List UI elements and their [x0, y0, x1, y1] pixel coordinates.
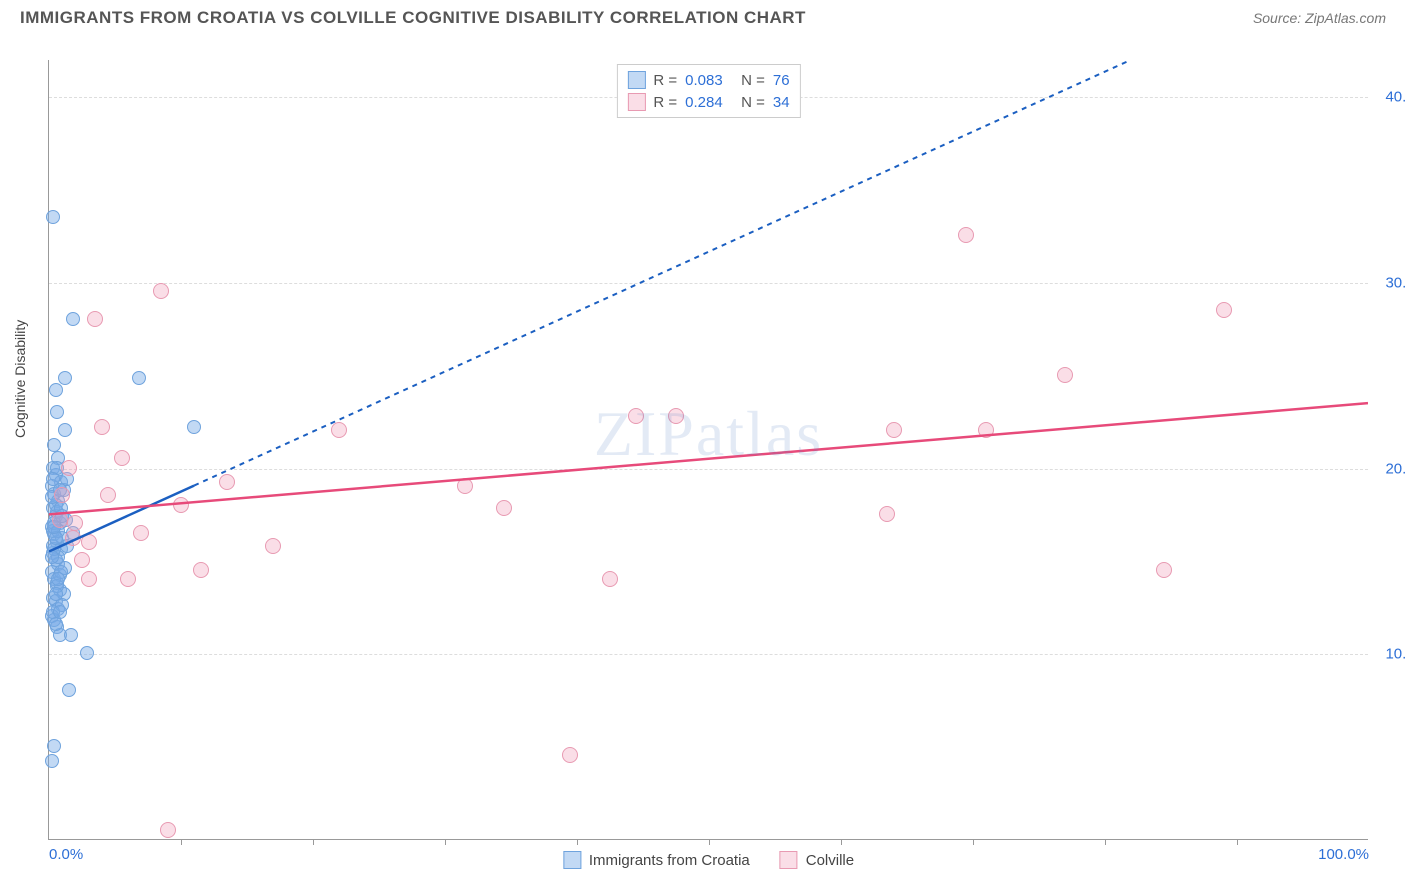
chart-title: IMMIGRANTS FROM CROATIA VS COLVILLE COGN… [20, 8, 806, 28]
data-point-croatia [187, 420, 201, 434]
data-point-colville [133, 525, 149, 541]
data-point-colville [100, 487, 116, 503]
plot-area: ZIPatlas R =0.083N =76R =0.284N =34 Immi… [48, 60, 1368, 840]
data-point-croatia [47, 739, 61, 753]
data-point-colville [265, 538, 281, 554]
data-point-colville [160, 822, 176, 838]
gridline [49, 469, 1368, 470]
data-point-colville [74, 552, 90, 568]
x-tick-mark [841, 839, 842, 845]
data-point-colville [602, 571, 618, 587]
data-point-croatia [49, 587, 63, 601]
x-tick-mark [181, 839, 182, 845]
trend-lines-svg [49, 60, 1368, 839]
data-point-croatia [51, 572, 65, 586]
data-point-colville [628, 408, 644, 424]
data-point-colville [81, 571, 97, 587]
watermark: ZIPatlas [594, 397, 823, 471]
data-point-colville [958, 227, 974, 243]
x-tick-mark [577, 839, 578, 845]
data-point-colville [886, 422, 902, 438]
data-point-colville [120, 571, 136, 587]
data-point-colville [114, 450, 130, 466]
data-point-colville [1057, 367, 1073, 383]
header-bar: IMMIGRANTS FROM CROATIA VS COLVILLE COGN… [0, 0, 1406, 32]
data-point-croatia [58, 423, 72, 437]
legend-swatch [627, 93, 645, 111]
legend-stats-row: R = 0.083 N = 76 [627, 69, 789, 91]
data-point-colville [1216, 302, 1232, 318]
legend-swatch [627, 71, 645, 89]
legend-series-label: Immigrants from Croatia [589, 852, 750, 869]
data-point-croatia [64, 628, 78, 642]
data-point-colville [219, 474, 235, 490]
legend-swatch [780, 851, 798, 869]
y-tick-label: 20.0% [1373, 460, 1406, 477]
chart-container: Cognitive Disability ZIPatlas R = 0.083 N … [0, 38, 1406, 892]
legend-swatch [563, 851, 581, 869]
data-point-colville [193, 562, 209, 578]
x-tick-mark [445, 839, 446, 845]
n-label: N = [741, 94, 765, 111]
legend-series-item: Immigrants from Croatia [563, 851, 750, 869]
x-tick-mark [709, 839, 710, 845]
data-point-croatia [46, 210, 60, 224]
x-tick-mark [973, 839, 974, 845]
data-point-croatia [62, 683, 76, 697]
data-point-colville [562, 747, 578, 763]
data-point-croatia [53, 605, 67, 619]
data-point-croatia [66, 312, 80, 326]
data-point-colville [65, 530, 81, 546]
data-point-colville [496, 500, 512, 516]
data-point-colville [67, 515, 83, 531]
data-point-colville [331, 422, 347, 438]
data-point-croatia [47, 438, 61, 452]
legend-series-item: Colville [780, 851, 854, 869]
data-point-colville [153, 283, 169, 299]
data-point-colville [173, 497, 189, 513]
y-tick-label: 40.0% [1373, 89, 1406, 106]
x-tick-mark [1237, 839, 1238, 845]
r-value: 0.083 [685, 72, 733, 89]
gridline [49, 654, 1368, 655]
n-value: 34 [773, 94, 790, 111]
r-label: R = [653, 94, 677, 111]
data-point-colville [52, 512, 68, 528]
y-axis-label: Cognitive Disability [12, 320, 28, 438]
y-tick-label: 10.0% [1373, 646, 1406, 663]
data-point-colville [54, 487, 70, 503]
legend-stats: R = 0.083 N = 76 R = 0.284 N = 34 [616, 64, 800, 118]
data-point-colville [457, 478, 473, 494]
data-point-colville [1156, 562, 1172, 578]
legend-series-label: Colville [806, 852, 854, 869]
data-point-croatia [50, 405, 64, 419]
data-point-colville [81, 534, 97, 550]
source-label: Source: ZipAtlas.com [1253, 10, 1386, 26]
data-point-croatia [45, 754, 59, 768]
r-value: 0.284 [685, 94, 733, 111]
data-point-colville [87, 311, 103, 327]
gridline [49, 283, 1368, 284]
data-point-croatia [80, 646, 94, 660]
x-tick-mark [1105, 839, 1106, 845]
x-tick-mark [313, 839, 314, 845]
data-point-colville [668, 408, 684, 424]
x-tick-label: 100.0% [1318, 846, 1369, 863]
data-point-croatia [49, 383, 63, 397]
n-value: 76 [773, 72, 790, 89]
data-point-colville [94, 419, 110, 435]
legend-stats-row: R = 0.284 N = 34 [627, 91, 789, 113]
data-point-croatia [132, 371, 146, 385]
data-point-croatia [45, 550, 59, 564]
y-tick-label: 30.0% [1373, 274, 1406, 291]
x-tick-label: 0.0% [49, 846, 83, 863]
n-label: N = [741, 72, 765, 89]
data-point-colville [978, 422, 994, 438]
r-label: R = [653, 72, 677, 89]
data-point-colville [879, 506, 895, 522]
legend-series: Immigrants from Croatia Colville [563, 851, 854, 869]
data-point-colville [61, 460, 77, 476]
